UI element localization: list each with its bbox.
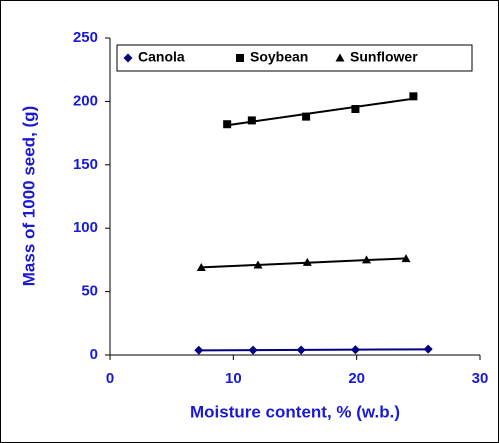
marker-triangle [196, 263, 206, 272]
x-tick-label: 20 [348, 370, 365, 387]
marker-diamond [423, 344, 433, 354]
marker-diamond [248, 345, 258, 355]
trendline [227, 97, 414, 127]
marker-square [409, 92, 418, 101]
marker-square [236, 54, 244, 62]
trendline [198, 348, 429, 352]
x-tick-label: 30 [472, 370, 489, 387]
legend-label: Soybean [250, 49, 308, 65]
marker-diamond [350, 345, 360, 355]
marker-square [247, 116, 256, 125]
y-tick-label: 200 [73, 92, 98, 109]
x-tick-label: 0 [106, 370, 114, 387]
legend-box [116, 44, 473, 72]
x-axis-title: Moisture content, % (w.b.) [190, 402, 400, 421]
y-tick-label: 250 [73, 29, 98, 46]
y-tick-label: 150 [73, 156, 98, 173]
marker-triangle [335, 53, 345, 62]
legend-label: Sunflower [350, 49, 418, 65]
y-tick-label: 50 [81, 283, 98, 300]
marker-triangle [401, 254, 411, 263]
y-tick-label: 100 [73, 219, 98, 236]
marker-square [223, 120, 232, 129]
marker-diamond [296, 345, 306, 355]
marker-triangle [302, 257, 312, 266]
marker-diamond [194, 345, 204, 355]
marker-diamond [123, 53, 133, 63]
marker-triangle [362, 255, 372, 264]
marker-square [302, 112, 311, 121]
trendline [201, 257, 407, 269]
marker-square [351, 105, 360, 114]
y-axis-title: Mass of 1000 seed, (g) [19, 106, 38, 286]
y-tick-label: 0 [90, 346, 98, 363]
legend-label: Canola [138, 49, 185, 65]
marker-triangle [253, 260, 263, 269]
x-tick-label: 10 [225, 370, 242, 387]
